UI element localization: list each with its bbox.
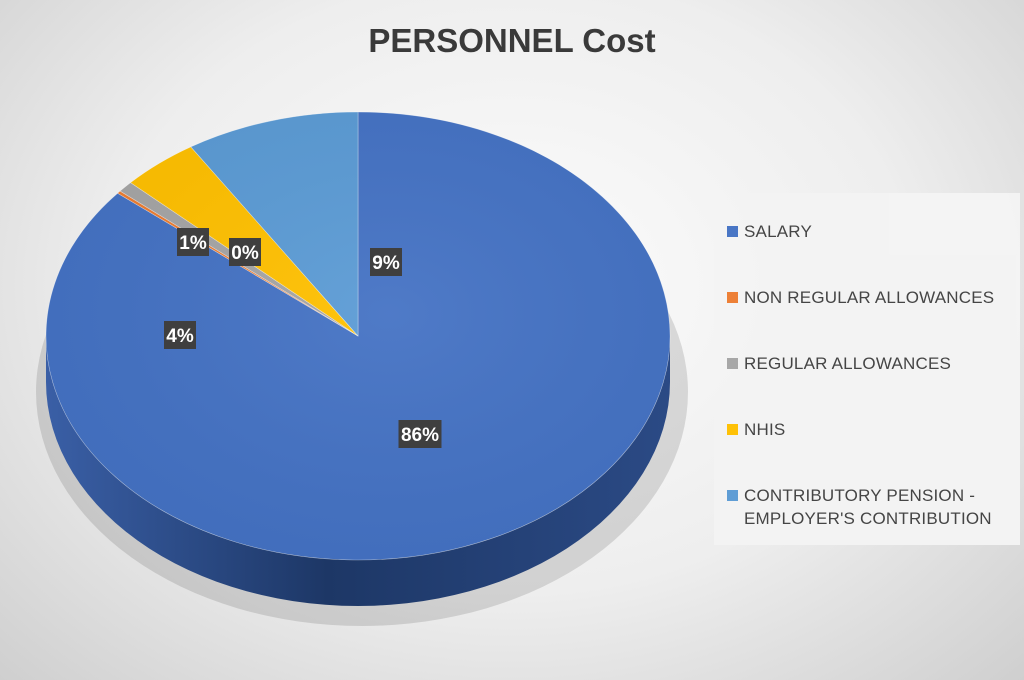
data-label-box [164,321,196,349]
legend-swatch-regular-allowances [727,358,738,369]
data-label-text: 4% [166,326,194,347]
data-label-box [370,248,402,276]
legend-entry-nhis: NHIS [727,418,1017,441]
legend-swatch-non-regular-allowances [727,292,738,303]
data-label-box [177,228,209,256]
data-label-text: 86% [401,425,439,446]
data-label-text: 9% [372,253,400,274]
pie-side-0 [46,336,670,606]
data-label-text: 1% [179,233,207,254]
legend-label-contributory-pension: CONTRIBUTORY PENSION - EMPLOYER'S CONTRI… [744,486,992,528]
legend-entry-non-regular-allowances: NON REGULAR ALLOWANCES [727,286,1017,309]
legend-label-regular-allowances: REGULAR ALLOWANCES [744,354,952,373]
data-label-3: 4% [164,321,196,349]
legend-swatch-salary [727,226,738,237]
data-label-box [229,238,261,266]
pie-shine [46,112,670,560]
legend-entry-contributory-pension: CONTRIBUTORY PENSION - EMPLOYER'S CONTRI… [727,484,1017,530]
chart-title: PERSONNEL Cost [368,22,656,59]
legend-swatch-contributory-pension [727,490,738,501]
legend-entry-salary: SALARY [727,220,1017,243]
legend-swatch-nhis [727,424,738,435]
data-label-2: 1% [177,228,209,256]
data-label-box [398,420,442,448]
legend-label-nhis: NHIS [744,420,786,439]
legend-entry-regular-allowances: REGULAR ALLOWANCES [727,352,1017,375]
legend-label-non-regular-allowances: NON REGULAR ALLOWANCES [744,288,995,307]
legend-label-salary: SALARY [744,222,812,241]
data-label-1: 0% [229,238,261,266]
data-label-0: 86% [398,420,442,448]
data-label-text: 0% [231,243,259,264]
legend: SALARY NON REGULAR ALLOWANCES REGULAR AL… [714,193,1020,545]
data-label-4: 9% [370,248,402,276]
